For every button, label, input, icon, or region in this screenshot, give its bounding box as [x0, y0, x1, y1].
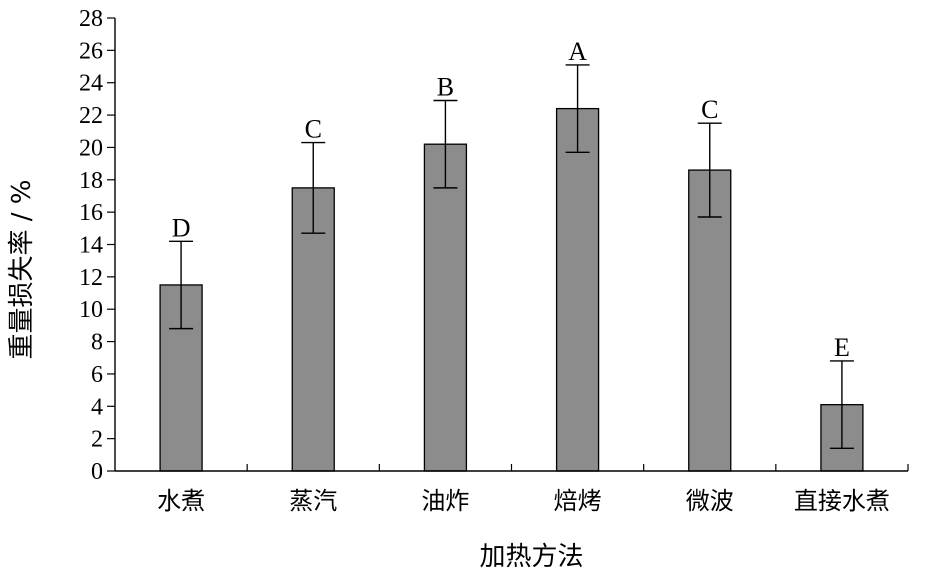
y-tick-label: 0: [91, 459, 103, 485]
x-tick-label: 焙烤: [554, 487, 602, 515]
bar: [555, 107, 600, 472]
significance-label: B: [437, 73, 454, 102]
y-tick-label: 28: [79, 6, 103, 32]
y-tick-label: 14: [79, 233, 103, 259]
significance-label: D: [172, 213, 191, 242]
y-tick-label: 2: [91, 427, 103, 453]
y-tick-label: 20: [79, 135, 103, 161]
y-tick-label: 16: [79, 200, 103, 226]
x-axis-labels: 水煮 蒸汽 油炸 焙烤 微波 直接水煮: [157, 464, 909, 515]
y-tick-label: 22: [79, 103, 103, 129]
significance-label: A: [568, 37, 587, 66]
y-tick-label: 26: [79, 38, 103, 64]
y-axis-title: 重量损失率 / %: [7, 180, 37, 360]
y-tick-label: 18: [79, 168, 103, 194]
y-tick-label: 8: [91, 330, 103, 356]
x-tick-label: 油炸: [421, 487, 469, 515]
x-tick-label: 直接水煮: [794, 487, 890, 515]
significance-label: E: [834, 333, 850, 362]
x-tick-label: 微波: [686, 487, 734, 515]
bars-group: D C B A C E: [159, 37, 864, 472]
y-tick-label: 4: [91, 394, 103, 420]
y-tick-label: 6: [91, 362, 103, 388]
bar: [423, 143, 468, 472]
bar: [688, 169, 732, 472]
y-tick-label: 24: [79, 71, 103, 97]
x-axis-title: 加热方法: [479, 542, 583, 572]
y-tick-label: 12: [79, 265, 103, 291]
x-tick-label: 水煮: [157, 487, 205, 515]
significance-label: C: [701, 95, 718, 124]
x-tick-label: 蒸汽: [289, 487, 337, 515]
significance-label: C: [305, 115, 322, 144]
y-tick-label: 10: [79, 297, 103, 323]
